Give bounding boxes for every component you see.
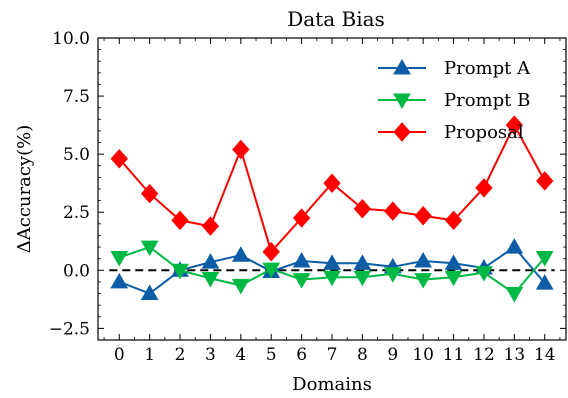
series-prompt-b — [110, 240, 554, 303]
x-tick-label: 5 — [266, 345, 277, 365]
legend-label-prompt-a: Prompt A — [444, 58, 531, 79]
x-tick-label: 13 — [504, 345, 526, 365]
legend-entry-proposal: Proposal — [378, 122, 524, 143]
legend-marker-prompt-b — [393, 93, 411, 110]
x-tick-label: 11 — [443, 345, 465, 365]
data-point-proposal — [323, 173, 341, 193]
data-point-prompt-a — [231, 246, 250, 262]
data-point-proposal — [353, 198, 372, 219]
data-point-prompt-b — [353, 270, 372, 287]
data-point-proposal — [140, 183, 159, 204]
data-point-proposal — [414, 205, 432, 226]
ticks-layer: 0 1 2 3 4 5 6 7 8 9 10 11 12 13 14−2.50.02.55.07.510.0 — [49, 29, 566, 365]
series-layer — [110, 115, 554, 303]
y-axis-label: ΔAccuracy(%) — [14, 125, 35, 254]
data-point-prompt-b — [414, 273, 433, 289]
legend-label-proposal: Proposal — [444, 122, 524, 143]
data-point-proposal — [536, 171, 554, 191]
data-point-prompt-a — [323, 254, 341, 270]
x-tick-label: 6 — [296, 345, 307, 365]
data-point-prompt-a — [140, 284, 159, 301]
x-tick-label: 7 — [327, 345, 338, 365]
data-point-prompt-b — [292, 273, 311, 289]
y-tick-label: 2.5 — [63, 203, 90, 223]
data-point-proposal — [444, 210, 463, 231]
y-tick-label: 0.0 — [63, 261, 90, 281]
data-point-prompt-b — [231, 278, 250, 295]
x-tick-label: 0 — [114, 345, 125, 365]
data-point-prompt-b — [201, 271, 220, 288]
x-tick-label: 12 — [473, 345, 495, 365]
data-point-prompt-a — [201, 253, 220, 269]
data-point-prompt-a — [444, 254, 463, 270]
x-tick-label: 9 — [387, 345, 398, 365]
data-point-prompt-b — [383, 267, 402, 283]
y-tick-label: 10.0 — [52, 29, 90, 49]
legend-label-prompt-b: Prompt B — [444, 90, 530, 111]
data-point-prompt-a — [505, 238, 524, 254]
data-point-prompt-a — [535, 274, 554, 290]
data-point-prompt-a — [353, 254, 372, 270]
data-point-prompt-b — [140, 240, 159, 257]
data-point-proposal — [232, 139, 250, 160]
chart-title: Data Bias — [287, 7, 385, 31]
x-tick-label: 8 — [357, 345, 368, 365]
data-point-proposal — [201, 216, 220, 236]
x-tick-label: 2 — [175, 345, 186, 365]
data-point-prompt-b — [444, 270, 463, 287]
x-axis-label: Domains — [292, 374, 372, 395]
data-point-proposal — [475, 178, 493, 198]
legend-entry-prompt-b: Prompt B — [378, 90, 530, 111]
x-tick-label: 1 — [144, 345, 155, 365]
data-point-proposal — [171, 210, 189, 231]
x-tick-label: 10 — [412, 345, 434, 365]
data-point-prompt-b — [171, 263, 189, 280]
data-point-prompt-b — [475, 266, 493, 282]
data-point-proposal — [505, 115, 524, 135]
legend: Prompt A Prompt B Proposal — [378, 58, 531, 143]
data-point-prompt-b — [262, 262, 281, 279]
y-tick-label: −2.5 — [49, 319, 90, 339]
data-point-prompt-a — [292, 252, 311, 268]
data-point-prompt-b — [323, 270, 341, 287]
y-tick-label: 7.5 — [63, 87, 90, 107]
y-tick-label: 5.0 — [63, 145, 90, 165]
legend-entry-prompt-a: Prompt A — [378, 58, 531, 79]
data-point-prompt-a — [414, 252, 433, 268]
legend-marker-proposal — [393, 122, 411, 142]
x-tick-label: 14 — [534, 345, 556, 365]
data-point-prompt-b — [110, 251, 129, 267]
x-tick-label: 4 — [235, 345, 246, 365]
series-proposal — [110, 115, 554, 262]
legend-marker-prompt-a — [393, 58, 411, 75]
data-point-prompt-b — [505, 287, 524, 303]
data-point-proposal — [292, 208, 311, 228]
x-tick-label: 3 — [205, 345, 216, 365]
data-point-prompt-b — [535, 251, 554, 267]
data-point-prompt-a — [110, 272, 129, 289]
data-point-proposal — [262, 241, 280, 262]
data-point-proposal — [384, 201, 402, 221]
data-point-proposal — [110, 149, 128, 169]
